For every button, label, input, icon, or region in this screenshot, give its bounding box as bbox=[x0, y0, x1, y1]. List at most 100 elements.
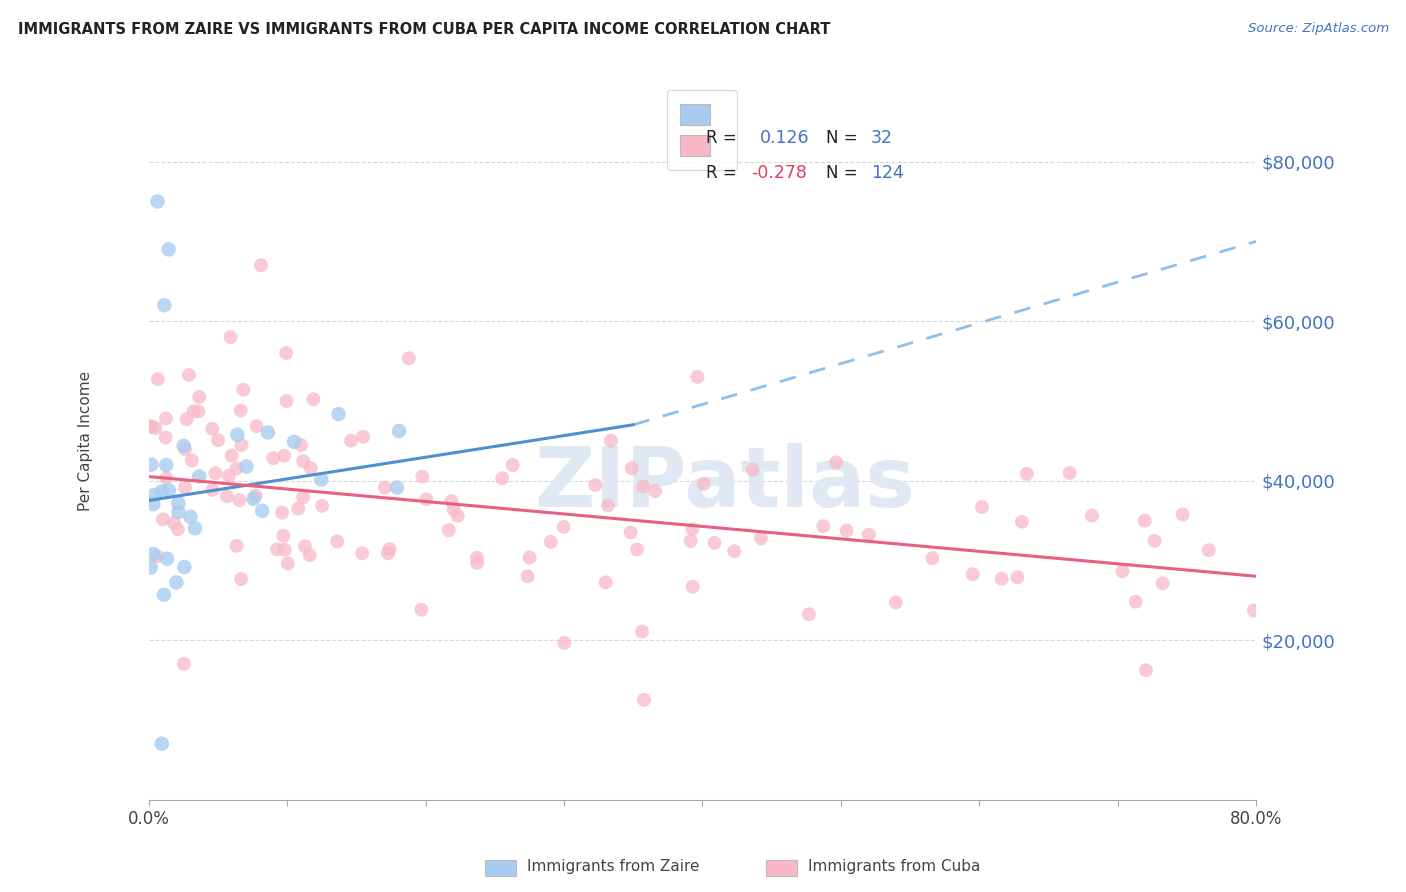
Point bbox=[266, 542, 288, 557]
Point bbox=[174, 442, 197, 457]
Point bbox=[519, 550, 541, 565]
Point bbox=[411, 469, 433, 483]
Point bbox=[287, 501, 309, 516]
Point bbox=[693, 476, 716, 491]
Point bbox=[686, 370, 709, 384]
Point bbox=[215, 489, 238, 503]
Point bbox=[250, 258, 273, 272]
Point bbox=[292, 491, 315, 505]
Point bbox=[157, 483, 180, 498]
Point bbox=[311, 499, 333, 513]
Text: 32: 32 bbox=[870, 128, 893, 146]
Point bbox=[273, 542, 295, 557]
Point bbox=[990, 572, 1012, 586]
Point bbox=[235, 459, 257, 474]
Point bbox=[813, 519, 835, 533]
Point bbox=[970, 500, 993, 514]
Point bbox=[155, 471, 177, 485]
Point bbox=[388, 424, 411, 438]
Point bbox=[1243, 603, 1265, 617]
Point bbox=[252, 504, 274, 518]
Point bbox=[219, 330, 242, 344]
Point bbox=[619, 525, 641, 540]
Point bbox=[411, 603, 433, 617]
Point bbox=[228, 493, 250, 508]
Point bbox=[188, 390, 211, 404]
Point bbox=[141, 419, 163, 434]
Point bbox=[858, 527, 880, 541]
Point bbox=[723, 544, 745, 558]
Point bbox=[283, 434, 305, 449]
Point bbox=[165, 575, 187, 590]
Point bbox=[146, 549, 169, 563]
Point bbox=[626, 542, 648, 557]
Point bbox=[294, 539, 316, 553]
Point bbox=[631, 479, 654, 493]
Point bbox=[245, 489, 267, 503]
Point bbox=[443, 502, 465, 516]
Point bbox=[201, 483, 224, 497]
Point bbox=[835, 524, 858, 538]
Point bbox=[271, 529, 294, 543]
Point bbox=[1125, 595, 1147, 609]
Point bbox=[620, 461, 643, 475]
Point bbox=[682, 522, 704, 536]
Point bbox=[166, 522, 188, 536]
Point bbox=[183, 404, 205, 418]
Point bbox=[1152, 576, 1174, 591]
Point bbox=[553, 520, 575, 534]
Point bbox=[218, 468, 240, 483]
Point bbox=[139, 560, 162, 574]
Point bbox=[221, 449, 243, 463]
Point bbox=[703, 535, 725, 549]
Point bbox=[326, 534, 349, 549]
Point bbox=[749, 531, 772, 545]
Point bbox=[374, 481, 396, 495]
Point bbox=[153, 298, 176, 312]
Point bbox=[155, 411, 177, 425]
Point bbox=[277, 557, 299, 571]
Point bbox=[174, 481, 197, 495]
Point bbox=[682, 580, 704, 594]
Point bbox=[245, 419, 267, 434]
Point bbox=[180, 453, 202, 467]
Point bbox=[141, 458, 163, 472]
Point bbox=[633, 693, 655, 707]
Point bbox=[352, 546, 374, 560]
Text: IMMIGRANTS FROM ZAIRE VS IMMIGRANTS FROM CUBA PER CAPITA INCOME CORRELATION CHAR: IMMIGRANTS FROM ZAIRE VS IMMIGRANTS FROM… bbox=[18, 22, 831, 37]
Point bbox=[290, 438, 312, 452]
Point bbox=[180, 510, 202, 524]
Point bbox=[273, 449, 295, 463]
Point bbox=[226, 427, 249, 442]
Text: Immigrants from Zaire: Immigrants from Zaire bbox=[527, 859, 700, 873]
Point bbox=[143, 488, 166, 502]
Text: Immigrants from Cuba: Immigrants from Cuba bbox=[808, 859, 981, 873]
Point bbox=[440, 494, 463, 508]
Point bbox=[1135, 663, 1157, 677]
Point bbox=[553, 636, 575, 650]
Point bbox=[163, 516, 186, 530]
Point bbox=[797, 607, 820, 622]
Point bbox=[231, 438, 253, 452]
Point bbox=[302, 392, 325, 407]
Point bbox=[150, 737, 173, 751]
Text: 0.126: 0.126 bbox=[759, 128, 810, 146]
Point bbox=[271, 506, 294, 520]
Point bbox=[276, 394, 298, 409]
Point bbox=[352, 430, 374, 444]
FancyBboxPatch shape bbox=[766, 860, 797, 876]
Text: -0.278: -0.278 bbox=[751, 163, 807, 182]
Point bbox=[447, 508, 470, 523]
Point bbox=[150, 484, 173, 499]
Point bbox=[207, 433, 229, 447]
Point bbox=[1007, 570, 1029, 584]
Text: R =: R = bbox=[706, 163, 742, 182]
Point bbox=[884, 595, 907, 609]
Point bbox=[311, 473, 333, 487]
Point bbox=[173, 657, 195, 671]
Point bbox=[229, 403, 252, 417]
Point bbox=[378, 542, 401, 557]
Point bbox=[1133, 514, 1156, 528]
Point bbox=[173, 560, 195, 574]
Point bbox=[540, 534, 562, 549]
